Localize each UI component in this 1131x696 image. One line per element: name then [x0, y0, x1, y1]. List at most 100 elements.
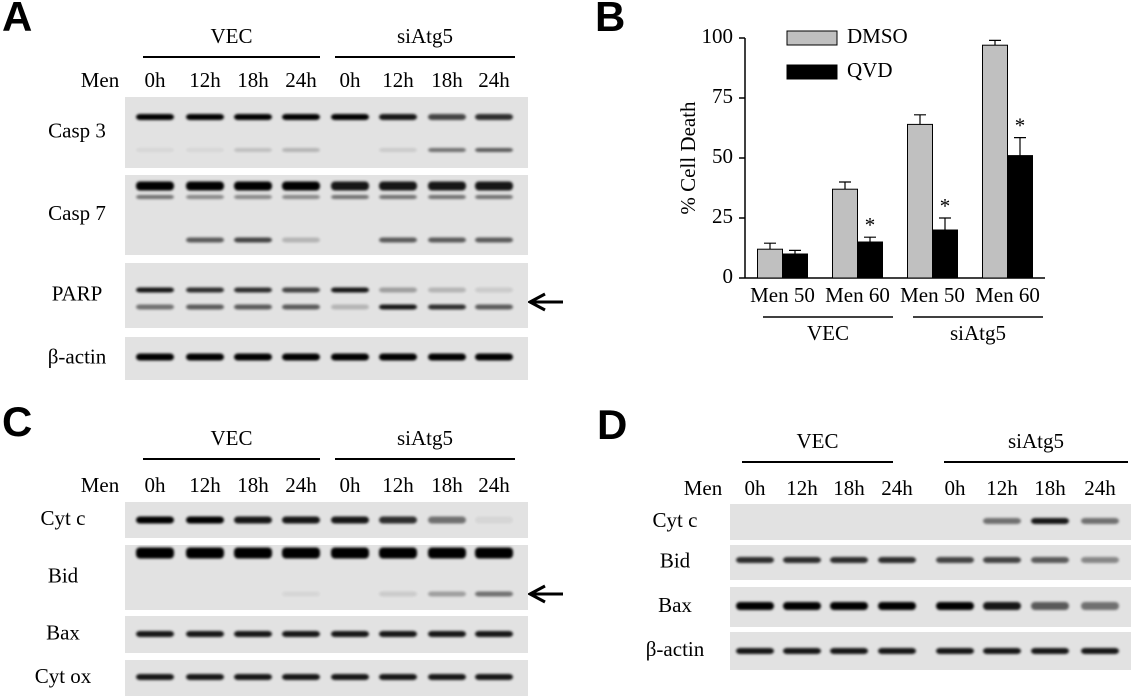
timepoint-label: 12h [189, 68, 221, 92]
band [428, 148, 466, 152]
band [736, 557, 774, 563]
band [282, 591, 320, 597]
band [379, 304, 417, 310]
band [983, 648, 1021, 654]
band [878, 648, 916, 654]
band [282, 516, 320, 524]
timepoint-label: 12h [382, 68, 414, 92]
band [331, 516, 369, 524]
band [428, 287, 466, 293]
bar [857, 241, 883, 279]
band [234, 304, 272, 310]
band [379, 591, 417, 597]
blot-label: β-actin [48, 344, 107, 368]
band [1081, 557, 1119, 563]
bar [932, 229, 958, 279]
band [186, 516, 224, 524]
band [186, 287, 224, 293]
blot-label: Bid [660, 548, 691, 572]
band [428, 181, 466, 191]
timepoint-label: 24h [881, 476, 913, 500]
group-label: siAtg5 [397, 24, 453, 48]
blot-label: Cyt c [653, 508, 698, 532]
timepoint-label: 18h [237, 473, 269, 497]
error-bar [839, 181, 851, 190]
bar [907, 123, 933, 279]
x-tick-label: Men 50 [900, 283, 965, 307]
band [428, 114, 466, 120]
band [234, 148, 272, 152]
band [186, 631, 224, 637]
band [186, 547, 224, 559]
timepoint-label: 24h [478, 68, 510, 92]
band [186, 148, 224, 152]
timepoint-label: 18h [237, 68, 269, 92]
timepoint-label: 12h [986, 476, 1018, 500]
timepoint-label: 24h [285, 68, 317, 92]
band [282, 287, 320, 293]
band [379, 547, 417, 559]
blot-image [125, 175, 528, 255]
band [186, 195, 224, 199]
band [475, 181, 513, 191]
band [736, 602, 774, 610]
timepoint-label: 24h [285, 473, 317, 497]
band [475, 353, 513, 361]
band [379, 148, 417, 152]
band [983, 557, 1021, 563]
band [282, 114, 320, 120]
band [475, 674, 513, 680]
bar [832, 188, 858, 279]
blot-image [125, 263, 528, 328]
bar [1007, 155, 1033, 279]
y-tick-label: 0 [723, 264, 734, 288]
timepoint-label: 18h [1034, 476, 1066, 500]
band [234, 287, 272, 293]
band [282, 195, 320, 199]
blot-image [730, 504, 1131, 540]
error-bar [989, 39, 1001, 46]
band [282, 631, 320, 637]
band [136, 181, 174, 191]
band [428, 631, 466, 637]
band [282, 547, 320, 559]
band [331, 195, 369, 199]
blot-image [125, 337, 528, 380]
band [234, 353, 272, 361]
timepoint-label: 0h [945, 476, 967, 500]
bar [757, 248, 783, 279]
error-bar [864, 236, 876, 242]
band [428, 674, 466, 680]
timepoint-label: 0h [145, 473, 167, 497]
band [136, 114, 174, 120]
band [1081, 518, 1119, 524]
panel-letter: A [2, 0, 32, 40]
band [186, 181, 224, 191]
band [428, 304, 466, 310]
band [186, 353, 224, 361]
band [234, 114, 272, 120]
timepoint-label: 0h [745, 476, 767, 500]
band [428, 353, 466, 361]
band [282, 148, 320, 152]
band [475, 304, 513, 310]
band [379, 181, 417, 191]
band [331, 114, 369, 120]
x-tick-label: Men 60 [825, 283, 890, 307]
band [136, 195, 174, 199]
arrow [526, 584, 563, 604]
group-label: VEC [211, 24, 253, 48]
band [234, 237, 272, 243]
band [878, 557, 916, 563]
band [379, 353, 417, 361]
error-bar [914, 114, 926, 125]
group-label: VEC [807, 321, 849, 345]
band [136, 148, 174, 152]
band [1031, 648, 1069, 654]
timepoint-label: 18h [431, 68, 463, 92]
band [475, 287, 513, 293]
band [234, 547, 272, 559]
blot-image [125, 545, 528, 610]
treatment-label: Men [81, 473, 120, 497]
